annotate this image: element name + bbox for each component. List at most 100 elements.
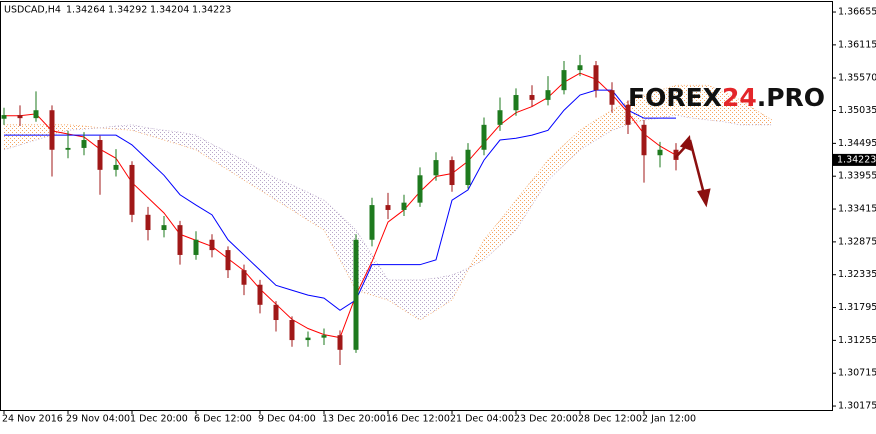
y-tick-label: 1.30175 [838,401,876,412]
cloud-segment [372,254,388,300]
cloud-segment [468,239,484,271]
x-axis: 24 Nov 2016 29 Nov 04:00 1 Dec 20:00 6 Dec … [2,410,696,425]
ohlc-open: 1.34264 [66,5,105,16]
candle-body [513,95,519,111]
cloud-segment [548,144,564,181]
symbol: USDCAD,H4 [4,5,61,16]
x-tick-label: 24 Nov 2016 [2,414,63,425]
cloud-segment [340,214,356,291]
y-tick-label: 1.31795 [838,302,876,313]
candle-body [193,239,199,255]
candle-body [289,320,295,341]
ohlc-close: 1.34223 [192,5,231,16]
current-price-box [833,153,876,166]
candle-body [561,70,567,91]
cloud-segment [484,220,500,260]
x-tick-label: 13 Dec 20:00 [322,414,386,425]
candle-body [673,149,679,160]
candle-body [417,175,423,203]
watermark-part: .PRO [757,83,825,112]
candle-body [593,65,599,91]
candle-body [625,104,631,125]
cloud-segment [500,200,516,246]
cloud-segment [276,178,292,210]
cloud-segment [708,85,724,122]
candle-body [449,160,455,186]
cloud-segment [68,124,84,131]
candle-body [209,239,215,251]
candle-body [49,110,55,150]
candle-body [257,284,263,305]
cloud-segment [212,144,228,170]
y-tick-label: 1.35570 [838,73,876,84]
cloud-segment [324,200,340,260]
candle-body [321,335,327,338]
cloud-segment [180,132,196,150]
cloud-segment [404,279,420,321]
candle-body [433,160,439,176]
candle-body [497,110,503,125]
plot-frame [0,1,833,411]
candle-body [145,214,151,231]
candle-body [177,225,183,255]
cloud-segment [292,185,308,221]
ohlc-low: 1.34204 [150,5,189,16]
candle-body [369,205,375,240]
candle-body [401,202,407,210]
candle-body [33,110,39,119]
candle-body [529,95,535,100]
cloud-segment [52,124,68,136]
arrow-down-head [697,188,711,208]
ohlc-high: 1.34292 [108,5,147,16]
x-tick-label: 29 Nov 04:00 [66,414,130,425]
forecast-arrows [674,134,711,208]
x-tick-label: 23 Dec 20:00 [514,414,578,425]
watermark-part: 24 [722,83,757,112]
candle-body [577,65,583,71]
y-tick-label: 1.30715 [838,368,876,379]
cloud-segment [452,268,468,300]
candle-body [17,115,23,119]
candle-body [81,140,87,148]
candle-body [641,124,647,156]
x-tick-label: 9 Dec 04:00 [258,414,316,425]
cloud-segment [228,152,244,181]
y-tick-label: 1.35035 [838,105,876,116]
cloud-segment [132,124,148,136]
cloud-segment [388,279,404,311]
candle-body [305,337,311,341]
arrow-down-shaft [688,139,706,195]
x-tick-label: 6 Dec 12:00 [194,414,252,425]
cloud-segment [612,101,628,131]
candle-body [225,250,231,271]
cloud-segment [436,275,452,311]
header: USDCAD,H4 1.34264 1.34292 1.34204 1.3422… [4,5,231,16]
y-tick-label: 1.32335 [838,269,876,280]
cloud-segment [580,119,596,150]
y-tick-label: 1.36655 [838,7,876,18]
candle-body [465,149,471,186]
y-tick-label: 1.33415 [838,204,876,215]
candle-body [273,304,279,321]
candle-body [241,270,247,285]
x-tick-label: 2 Jan 12:00 [642,414,696,425]
cloud-segment [148,127,164,141]
candle-body [129,164,135,215]
cloud-segment [196,135,212,161]
watermark-part: FOREX [628,83,722,112]
cloud-segment [4,124,20,150]
candle-body [1,115,7,119]
watermark-text: FOREX24.PRO [628,83,825,112]
cloud-segment [660,85,676,119]
y-tick-label: 1.33955 [838,171,876,182]
y-tick-label: 1.32875 [838,236,876,247]
y-tick-label: 1.31255 [838,335,876,346]
candle-body [657,149,663,156]
arrow-up-head [679,134,692,151]
candle-body [65,147,71,150]
x-tick-label: 28 Dec 12:00 [578,414,642,425]
cloud-segment [356,230,372,296]
